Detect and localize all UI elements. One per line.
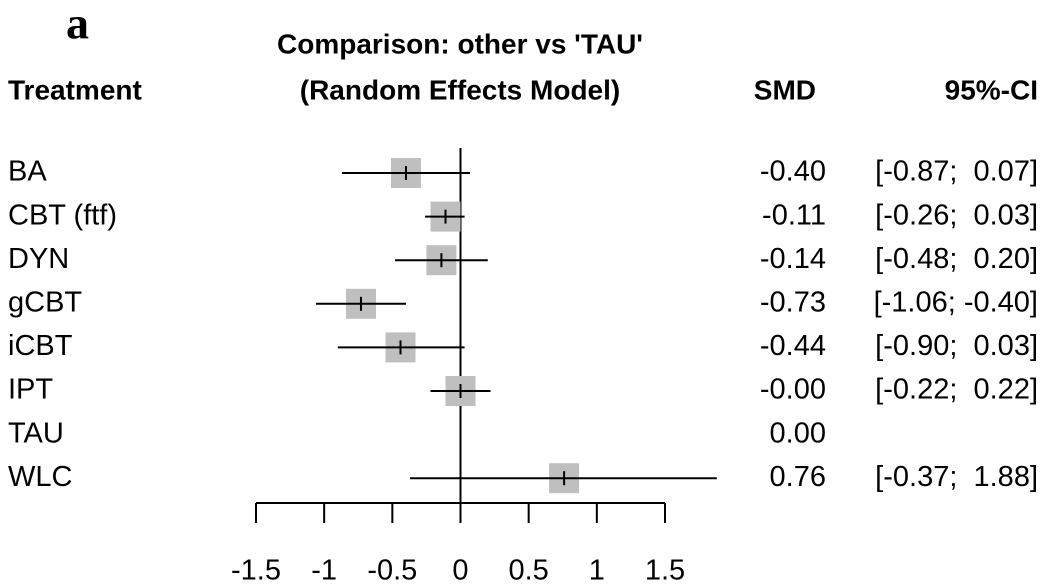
row-label: iCBT	[8, 330, 73, 362]
row-label: IPT	[8, 374, 53, 406]
x-tick-label: -1.5	[231, 555, 281, 584]
x-tick-label: 0	[452, 555, 468, 584]
row-label: WLC	[8, 461, 72, 493]
x-tick-label: 1.5	[645, 555, 685, 584]
panel-label: a	[66, 0, 89, 49]
smd-label: 0.00	[770, 417, 826, 449]
row-label: DYN	[8, 243, 69, 275]
ci-label: [-0.26; 0.03]	[875, 199, 1038, 231]
smd-label: -0.11	[762, 199, 826, 231]
row-label: gCBT	[8, 286, 82, 318]
smd-label: -0.40	[760, 156, 826, 188]
smd-label: -0.73	[760, 286, 826, 318]
ci-label: [-0.87; 0.07]	[875, 156, 1038, 188]
smd-label: -0.00	[760, 374, 826, 406]
row-label: TAU	[8, 417, 64, 449]
x-tick-label: 0.5	[509, 555, 549, 584]
smd-label: 0.76	[770, 461, 826, 493]
x-tick-label: 1	[589, 555, 605, 584]
row-label: CBT (ftf)	[8, 199, 117, 231]
smd-label: -0.44	[760, 330, 826, 362]
x-tick-label: -0.5	[367, 555, 417, 584]
chart-subtitle: (Random Effects Model)	[300, 74, 620, 105]
ci-label: [-0.22; 0.22]	[875, 374, 1038, 406]
ci-label: [-1.06; -0.40]	[874, 286, 1038, 318]
column-header: SMD	[754, 74, 816, 105]
column-header: Treatment	[8, 74, 142, 105]
chart-title: Comparison: other vs 'TAU'	[277, 28, 643, 59]
row-label: BA	[8, 156, 47, 188]
x-tick-label: -1	[311, 555, 337, 584]
ci-label: [-0.37; 1.88]	[875, 461, 1038, 493]
column-header: 95%-CI	[945, 74, 1038, 105]
ci-label: [-0.48; 0.20]	[875, 243, 1038, 275]
smd-label: -0.14	[760, 243, 826, 275]
ci-label: [-0.90; 0.03]	[875, 330, 1038, 362]
